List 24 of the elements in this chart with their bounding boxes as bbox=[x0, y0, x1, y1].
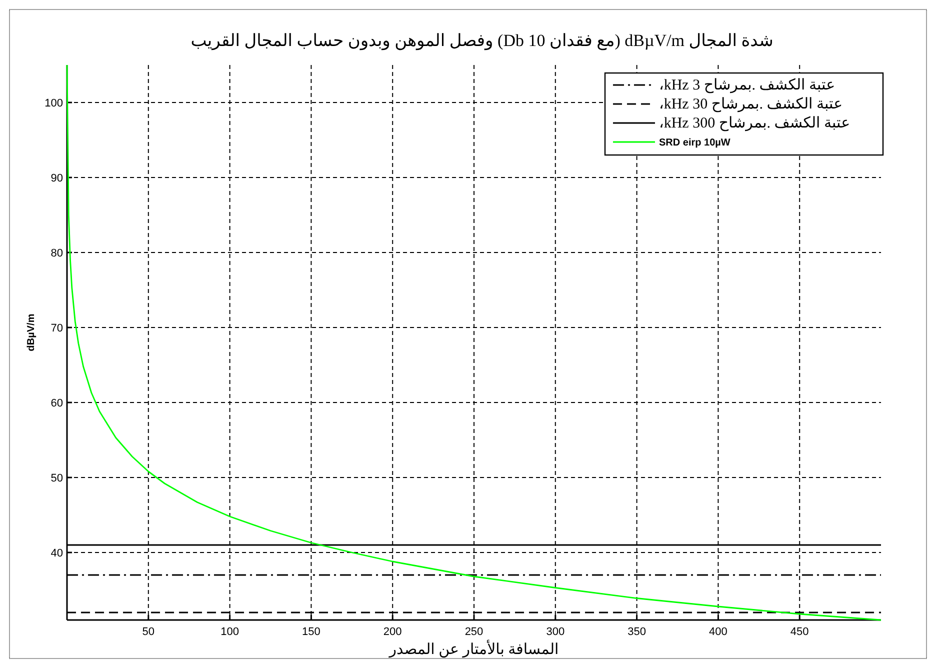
legend-label: عتبة الكشف .بمرشاح 30 kHz، bbox=[659, 96, 843, 112]
x-tick-label: 300 bbox=[546, 626, 565, 638]
x-axis-title: المسافة بالأمتار عن المصدر bbox=[388, 639, 559, 658]
y-tick-label: 100 bbox=[44, 97, 63, 110]
y-axis-title: dBµV/m bbox=[26, 314, 37, 352]
y-tick-label: 80 bbox=[50, 247, 63, 260]
x-tick-label: 150 bbox=[302, 626, 320, 638]
x-tick-label: 100 bbox=[220, 626, 239, 638]
legend-label: عتبة الكشف .بمرشاح 300 kHz، bbox=[659, 116, 850, 132]
x-tick-label: 200 bbox=[383, 626, 402, 638]
chart-title: شدة المجال dBµV/m (مع فقدان 10 Db) وفصل الموهن وبدون حساب المجال القريب bbox=[190, 31, 774, 51]
legend-label: SRD eirp 10µW bbox=[659, 138, 731, 148]
x-tick-label: 400 bbox=[709, 626, 728, 638]
x-tick-label: 250 bbox=[464, 626, 484, 638]
legend-label: عتبة الكشف .بمرشاح 3 kHz، bbox=[659, 78, 836, 94]
x-tick-label: 50 bbox=[142, 626, 155, 638]
x-tick-label: 350 bbox=[628, 626, 646, 638]
x-tick-label: 450 bbox=[790, 626, 809, 638]
y-tick-label: 60 bbox=[50, 397, 63, 410]
y-tick-label: 70 bbox=[50, 322, 63, 334]
y-tick-label: 90 bbox=[50, 172, 63, 184]
y-tick-label: 50 bbox=[50, 472, 63, 484]
y-tick-label: 40 bbox=[50, 547, 63, 560]
line-series bbox=[66, 64, 882, 621]
